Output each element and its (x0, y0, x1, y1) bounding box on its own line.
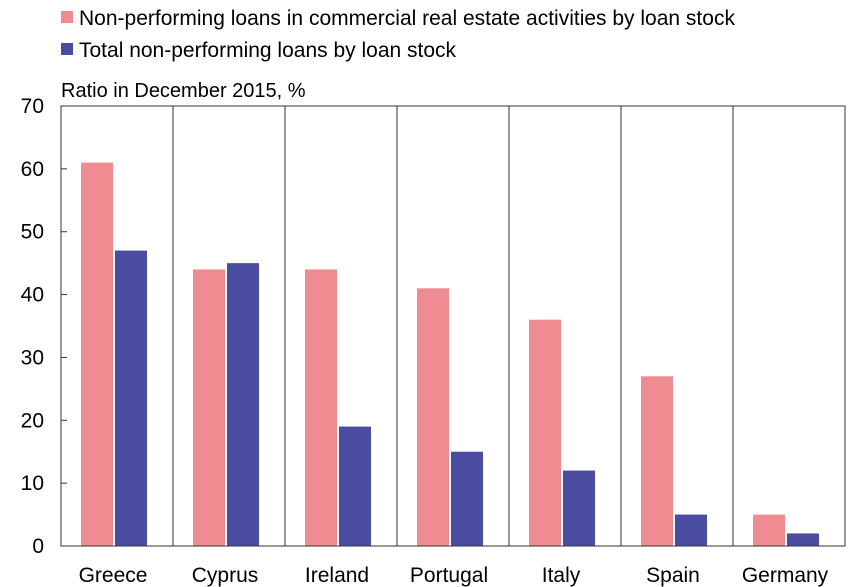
y-tick-label: 20 (21, 409, 44, 432)
plot-frame (60, 105, 846, 547)
y-tick-label: 60 (21, 158, 44, 181)
y-tick-label: 40 (21, 284, 44, 307)
bar-germany-series-0 (753, 514, 785, 546)
x-tick-label: Greece (79, 564, 148, 587)
legend-item-1: Total non-performing loans by loan stock (61, 39, 457, 62)
y-tick-label: 0 (32, 535, 44, 558)
y-axis: 0 10 20 30 40 50 60 70 (21, 95, 67, 558)
legend-item-0: Non-performing loans in commercial real … (61, 7, 735, 30)
y-tick-label: 30 (21, 346, 44, 369)
bar-ireland-series-1 (339, 426, 371, 546)
bar-portugal-series-0 (417, 288, 449, 546)
y-tick-label: 70 (21, 95, 44, 118)
legend-swatch-total-nonperforming (61, 43, 73, 55)
bar-greece-series-1 (115, 250, 147, 547)
bar-cyprus-series-1 (227, 263, 259, 546)
legend: Non-performing loans in commercial real … (61, 7, 735, 62)
x-tick-label: Germany (742, 564, 829, 587)
x-axis: Greece Cyprus Ireland Portugal Italy Spain Ger… (79, 564, 829, 587)
x-tick-label: Italy (542, 564, 581, 587)
bar-portugal-series-1 (451, 451, 483, 546)
bar-spain-series-1 (675, 514, 707, 546)
x-tick-label: Cyprus (192, 564, 259, 587)
units-label: Ratio in December 2015, % (61, 80, 306, 102)
legend-label-total-nonperforming: Total non-performing loans by loan stock (79, 39, 457, 62)
legend-swatch-nonperforming-cre (61, 11, 73, 23)
bar-italy-series-0 (529, 319, 561, 546)
bar-cyprus-series-0 (193, 269, 225, 546)
x-tick-label: Ireland (305, 564, 369, 587)
bar-ireland-series-0 (305, 269, 337, 546)
x-tick-label: Portugal (410, 564, 488, 587)
x-tick-label: Spain (646, 564, 700, 587)
y-tick-label: 50 (21, 221, 44, 244)
y-tick-label: 10 (21, 472, 44, 495)
legend-label-nonperforming-cre: Non-performing loans in commercial real … (79, 7, 735, 30)
bar-greece-series-0 (81, 162, 113, 547)
bar-germany-series-1 (787, 533, 819, 546)
bar-spain-series-0 (641, 376, 673, 546)
bars (81, 162, 819, 547)
bar-italy-series-1 (563, 470, 595, 546)
category-separators (172, 106, 734, 546)
